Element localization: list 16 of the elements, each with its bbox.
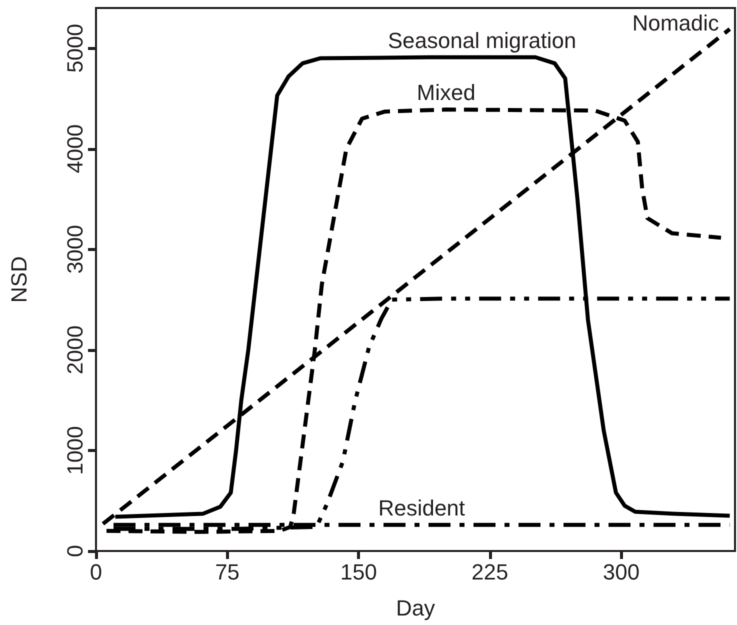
x-axis-title: Day xyxy=(396,596,436,620)
y-tick-label: 0 xyxy=(62,544,88,558)
x-tick-label: 150 xyxy=(340,560,377,584)
y-tick-label: 1000 xyxy=(62,426,88,475)
y-tick-label: 5000 xyxy=(62,24,88,73)
series-label: Resident xyxy=(378,495,466,520)
series-label: Mixed xyxy=(416,80,476,106)
y-tick-label: 3000 xyxy=(62,224,88,274)
x-tick-label: 75 xyxy=(215,560,240,584)
y-tick-label: 4000 xyxy=(62,124,88,174)
x-tick-label: 225 xyxy=(472,560,508,584)
series-label: Nomadic xyxy=(632,10,719,36)
y-axis-title: NSD xyxy=(6,256,32,303)
y-tick-label: 2000 xyxy=(62,325,88,374)
x-tick-label: 300 xyxy=(602,560,640,584)
series-label: Seasonal migration xyxy=(388,28,576,53)
